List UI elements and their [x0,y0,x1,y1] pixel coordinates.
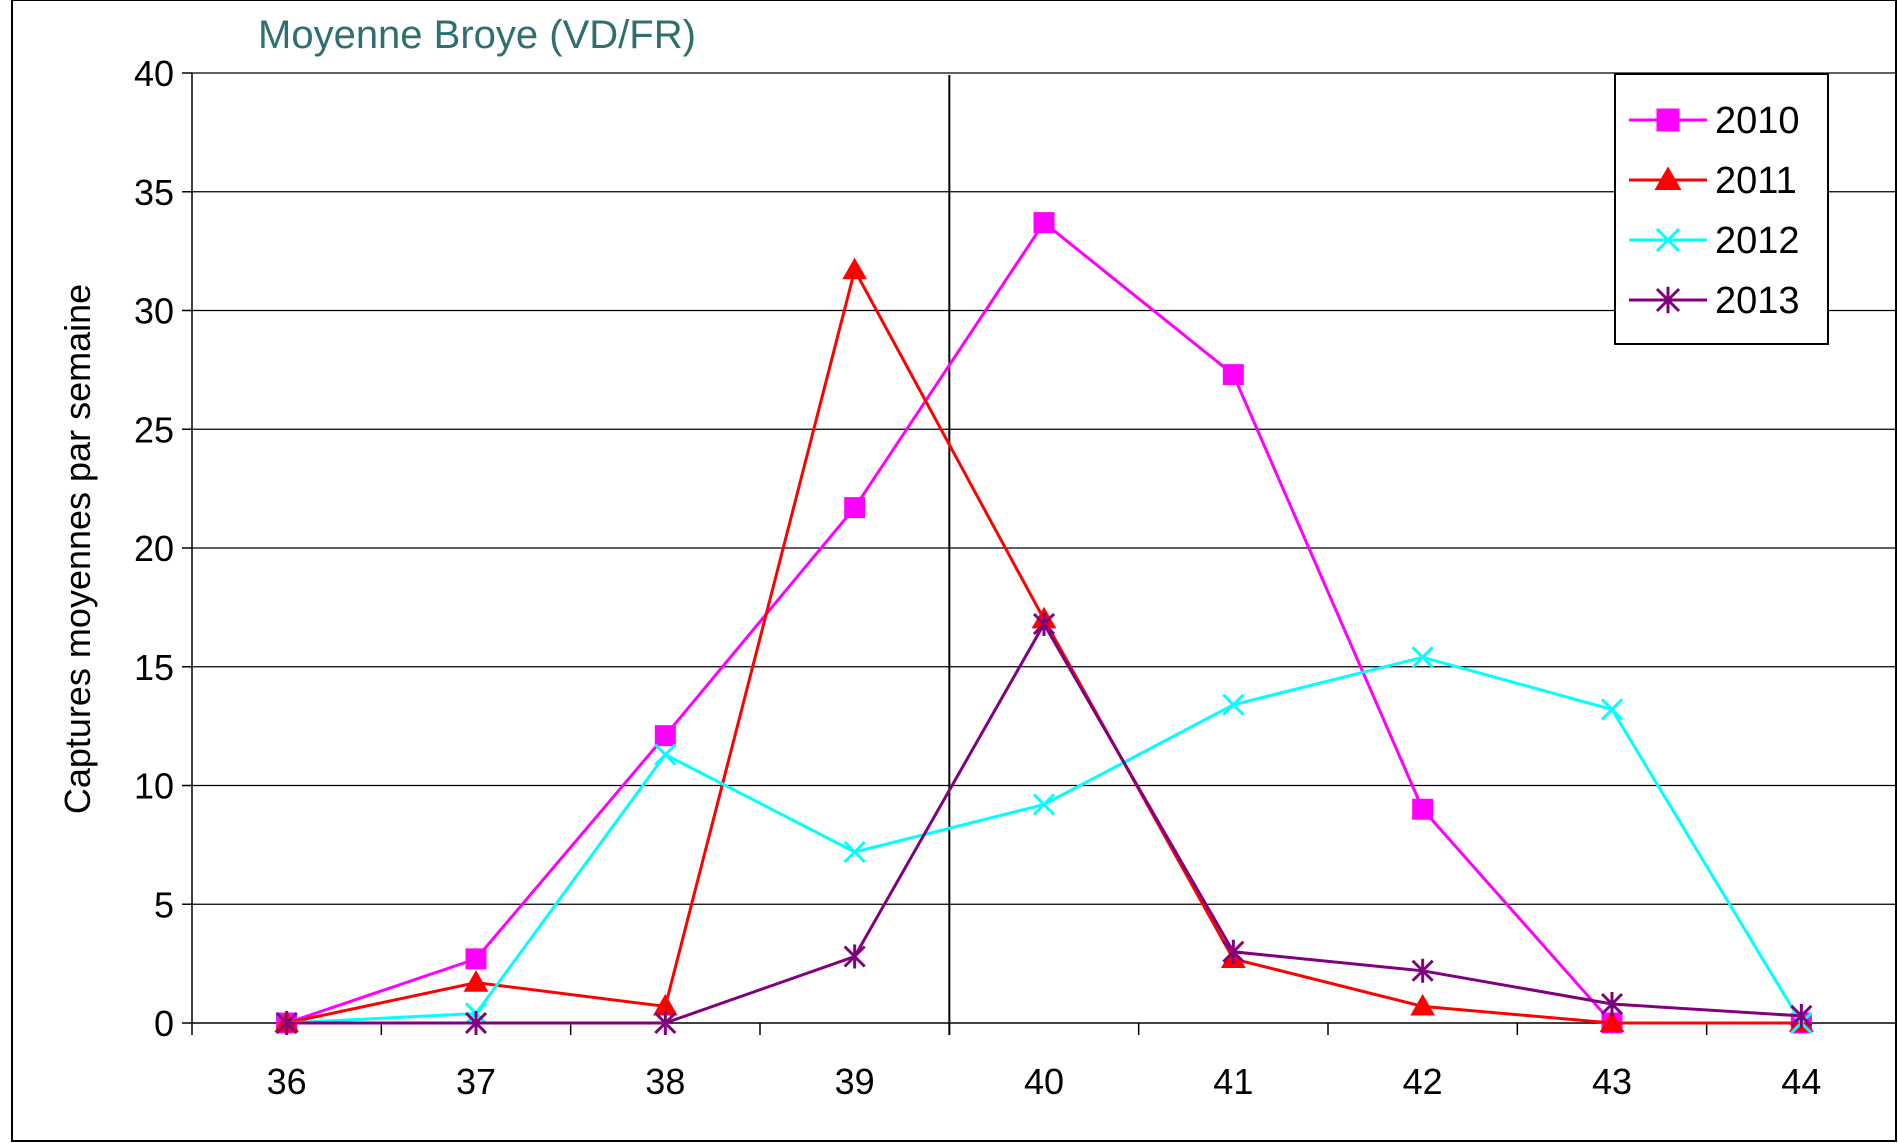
data-point [654,725,676,747]
data-point [1412,798,1434,820]
data-point [463,970,489,992]
chart-title: Moyenne Broye (VD/FR) [258,13,696,57]
x-tick-label: 38 [645,1061,685,1102]
data-point [1222,693,1245,716]
x-tick-label: 40 [1024,1061,1064,1102]
data-point [1033,212,1055,234]
y-tick-label: 10 [134,766,174,807]
data-point [1790,1003,1813,1028]
y-tick-label: 30 [134,291,174,332]
data-point [1411,646,1434,669]
legend: 2010 2011 2012 2013 [1614,73,1829,345]
x-tick-label: 43 [1592,1061,1632,1102]
x-tick-label: 44 [1781,1061,1821,1102]
legend-label: 2011 [1715,160,1797,202]
data-point [1655,227,1681,253]
x-tick-label: 37 [456,1061,496,1102]
data-point [1410,993,1436,1016]
data-point [465,948,487,970]
chart-frame [11,0,1897,1142]
data-point [1222,364,1244,386]
x-tick-label: 42 [1403,1061,1443,1102]
data-point [843,840,866,864]
x-tick-label: 41 [1213,1061,1253,1102]
data-point [842,257,868,280]
axes: 0 5 10 15 20 25 30 35 40 36 37 38 39 40 41 42 43 44 [134,53,1897,1102]
x-tick-label: 39 [835,1061,875,1102]
series-group [274,212,1814,1035]
y-tick-label: 15 [134,647,174,688]
data-point [1655,286,1681,314]
y-tick-label: 0 [154,1003,174,1044]
data-point [1599,1010,1625,1033]
data-point [464,1011,488,1035]
data-point [1654,166,1682,190]
legend-label: 2013 [1715,280,1800,322]
series-2012 [275,646,1813,1035]
data-point [654,743,677,766]
y-tick-label: 20 [134,528,174,569]
data-point [1411,958,1434,983]
y-tick-label: 35 [134,172,174,213]
data-point [1032,793,1056,816]
data-point [275,1011,298,1035]
y-tick-label: 25 [134,409,174,450]
legend-item: 2010 [1629,100,1800,142]
legend-item: 2013 [1629,280,1800,322]
data-point [1600,992,1624,1016]
y-tick-label: 40 [134,53,174,94]
legend-label: 2010 [1715,100,1800,142]
gridlines [192,72,1896,905]
legend-label: 2012 [1715,220,1800,262]
legend-item: 2011 [1629,160,1797,202]
data-point [843,944,866,969]
data-point [1032,612,1056,636]
y-axis-label: Captures moyennes par semaine [57,284,98,814]
y-tick-label: 5 [154,884,174,925]
data-point [1656,108,1680,132]
data-point [654,1011,677,1035]
data-point [844,497,866,519]
series-2013 [275,612,1813,1035]
legend-item: 2012 [1629,220,1800,262]
x-tick-label: 36 [267,1061,307,1102]
data-point [1600,698,1624,721]
data-point [1222,939,1245,964]
